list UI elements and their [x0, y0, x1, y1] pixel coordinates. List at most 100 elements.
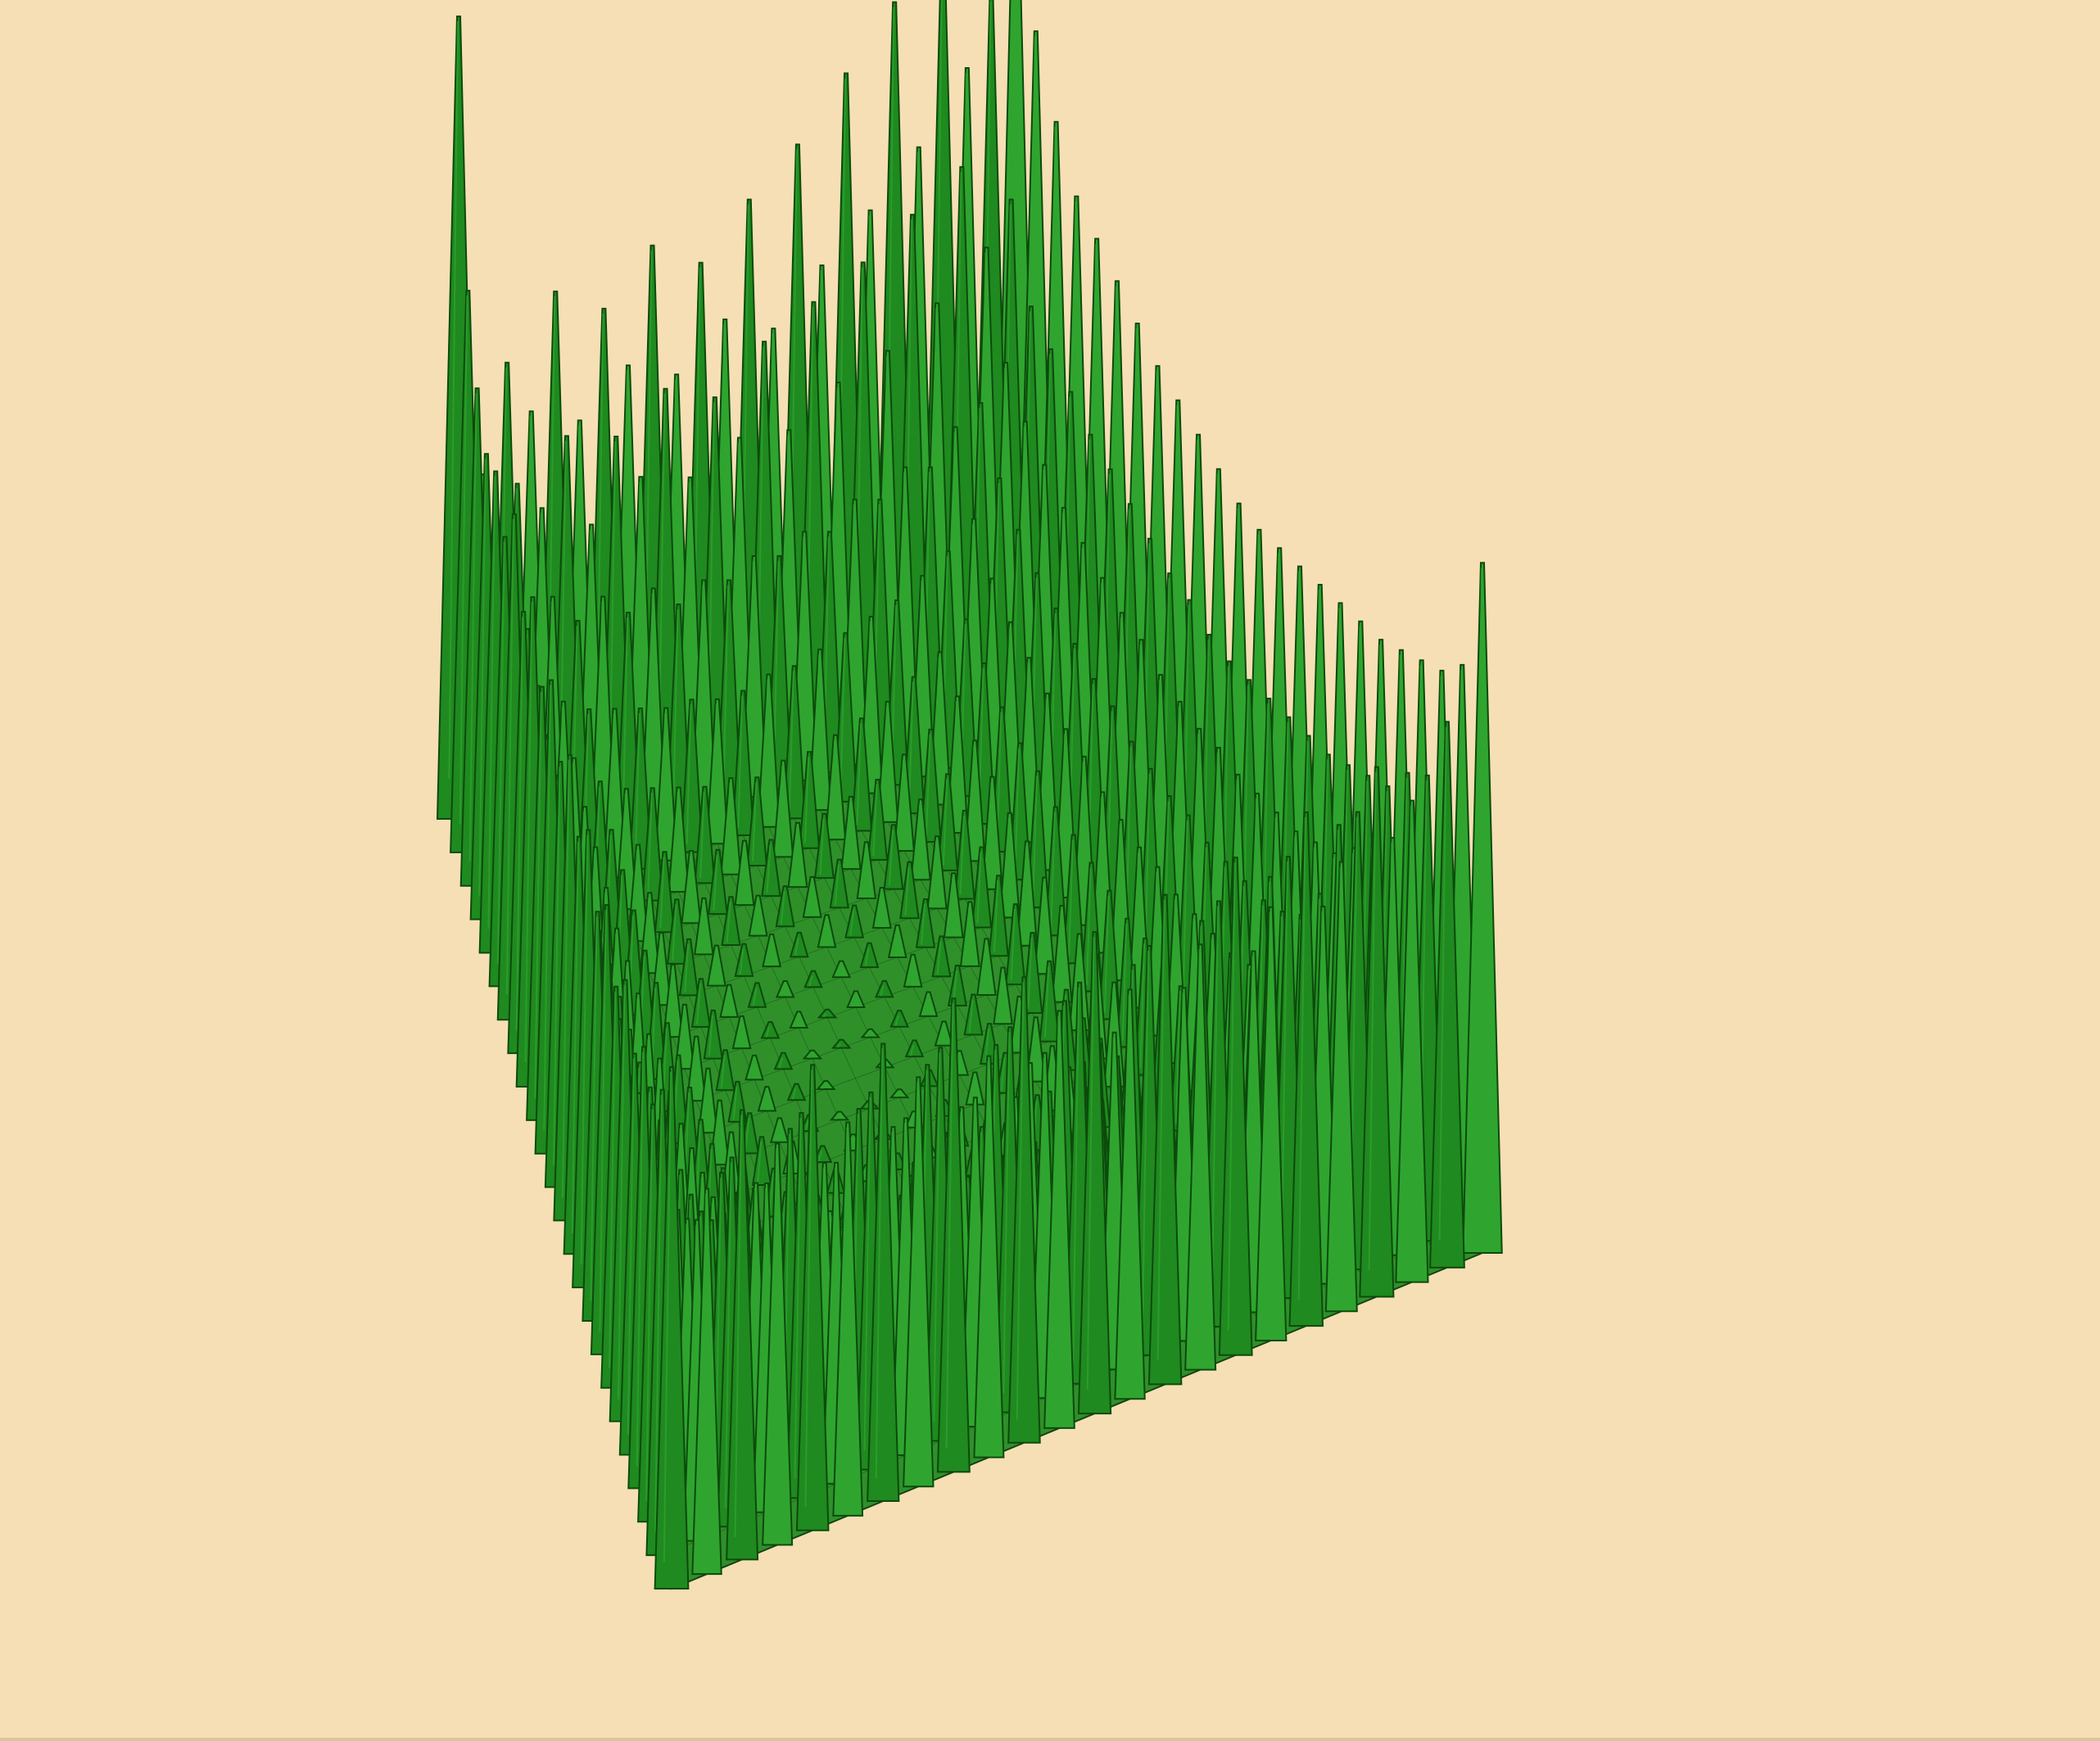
spike-highlight: [1115, 825, 1121, 973]
surface-spike: [824, 734, 847, 841]
surface-spike: [770, 1117, 790, 1143]
surface-spike: [1462, 562, 1503, 1254]
spike-highlight: [894, 1092, 900, 1098]
surface-spike: [745, 1054, 764, 1081]
surface-spike: [830, 1038, 852, 1049]
spike-highlight: [965, 907, 971, 963]
surface-spike: [772, 759, 794, 858]
spike-highlight: [830, 739, 836, 834]
spike-highlight: [969, 745, 975, 856]
surface-spike: [762, 1142, 794, 1546]
spike-highlight: [1103, 895, 1110, 1013]
window-bottom-edge: [0, 1738, 2100, 1741]
surface-spike: [988, 875, 1009, 957]
surface-spike: [937, 773, 959, 871]
spike-highlight: [840, 638, 846, 794]
spike-highlight: [752, 782, 758, 861]
spike-highlight: [835, 1115, 840, 1120]
spike-highlight: [765, 1026, 771, 1038]
spike-highlight: [468, 393, 477, 861]
spike-highlight: [822, 1013, 828, 1018]
spike-highlight: [807, 881, 812, 916]
spike-highlight: [734, 1115, 743, 1537]
spike-highlight: [861, 847, 867, 896]
spike-highlight: [1297, 816, 1306, 1300]
spike-highlight: [898, 1123, 906, 1439]
spike-highlight: [749, 1060, 755, 1079]
surface-spike: [889, 1010, 909, 1028]
spike-highlight: [1014, 748, 1021, 873]
surface-spike: [1218, 857, 1253, 1356]
spike-highlight: [1404, 805, 1412, 1259]
spike-highlight: [571, 841, 579, 1233]
spike-highlight: [794, 1015, 799, 1028]
surface-spike: [860, 1028, 881, 1038]
spike-highlight: [803, 757, 810, 843]
surface-spike: [1051, 905, 1073, 1003]
spike-highlight: [580, 834, 589, 1265]
surface-spike: [803, 970, 823, 988]
spike-highlight: [866, 1033, 871, 1038]
spike-highlight: [1122, 994, 1130, 1379]
surface-spike: [663, 963, 684, 1038]
spike-highlight: [1182, 820, 1188, 1014]
surface-spike: [816, 1080, 836, 1090]
spike-highlight: [778, 1057, 784, 1069]
spike-highlight: [534, 691, 542, 1099]
surface-spike: [856, 841, 877, 900]
surface-spike: [726, 1109, 759, 1561]
spike-highlight: [647, 793, 653, 895]
surface-spike: [904, 1039, 925, 1058]
spike-highlight: [794, 937, 799, 956]
surface-spike: [1007, 976, 1041, 1444]
surface-spike: [846, 990, 866, 1008]
surface-spike: [760, 1020, 781, 1039]
spike-highlight: [1333, 866, 1342, 1289]
spike-highlight: [986, 781, 993, 884]
spike-highlight: [708, 1015, 713, 1056]
spike-highlight: [923, 997, 929, 1015]
surface-spike: [926, 835, 948, 910]
surface-spike: [918, 991, 939, 1017]
spike-highlight: [836, 1043, 842, 1048]
surface-spike: [786, 1083, 807, 1101]
spike-highlight: [714, 1105, 720, 1162]
surface-spike: [829, 1110, 850, 1121]
surface-spike: [762, 933, 782, 968]
surface-spike: [775, 979, 795, 998]
spike-highlight: [739, 845, 745, 902]
surface-spike: [965, 1071, 985, 1106]
spike-highlight: [636, 1051, 645, 1467]
surface-spike: [1114, 988, 1146, 1400]
surface-spike: [817, 914, 837, 948]
surface-spike: [817, 1008, 838, 1019]
surface-spike: [948, 964, 967, 1006]
surface-spike: [748, 894, 768, 937]
spike-highlight: [627, 1058, 635, 1436]
surface-spike: [1288, 811, 1324, 1327]
spike-highlight: [1014, 1001, 1020, 1051]
spike-highlight: [739, 948, 745, 975]
spike-highlight: [745, 1118, 750, 1152]
surface-spike: [832, 1121, 864, 1517]
spike-highlight: [777, 765, 784, 852]
spike-highlight: [767, 938, 772, 965]
spike-highlight: [1032, 776, 1038, 901]
spike-highlight: [1175, 991, 1181, 1124]
surface-spike: [715, 1049, 735, 1092]
spike-highlight: [888, 830, 894, 886]
surface-spike: [893, 753, 915, 852]
spike-highlight: [759, 1187, 767, 1496]
spike-highlight: [726, 902, 731, 943]
surface-spike: [789, 1011, 809, 1029]
surface-spike: [1062, 834, 1085, 965]
surface-spike: [721, 896, 741, 947]
surface-spike: [844, 904, 865, 938]
spike-highlight: [663, 1071, 672, 1563]
surface-spike: [789, 931, 809, 958]
spike-highlight: [909, 1115, 914, 1128]
surface-spike: [747, 982, 767, 1008]
surface-spike: [654, 1066, 690, 1590]
spike-highlight: [524, 602, 533, 1063]
